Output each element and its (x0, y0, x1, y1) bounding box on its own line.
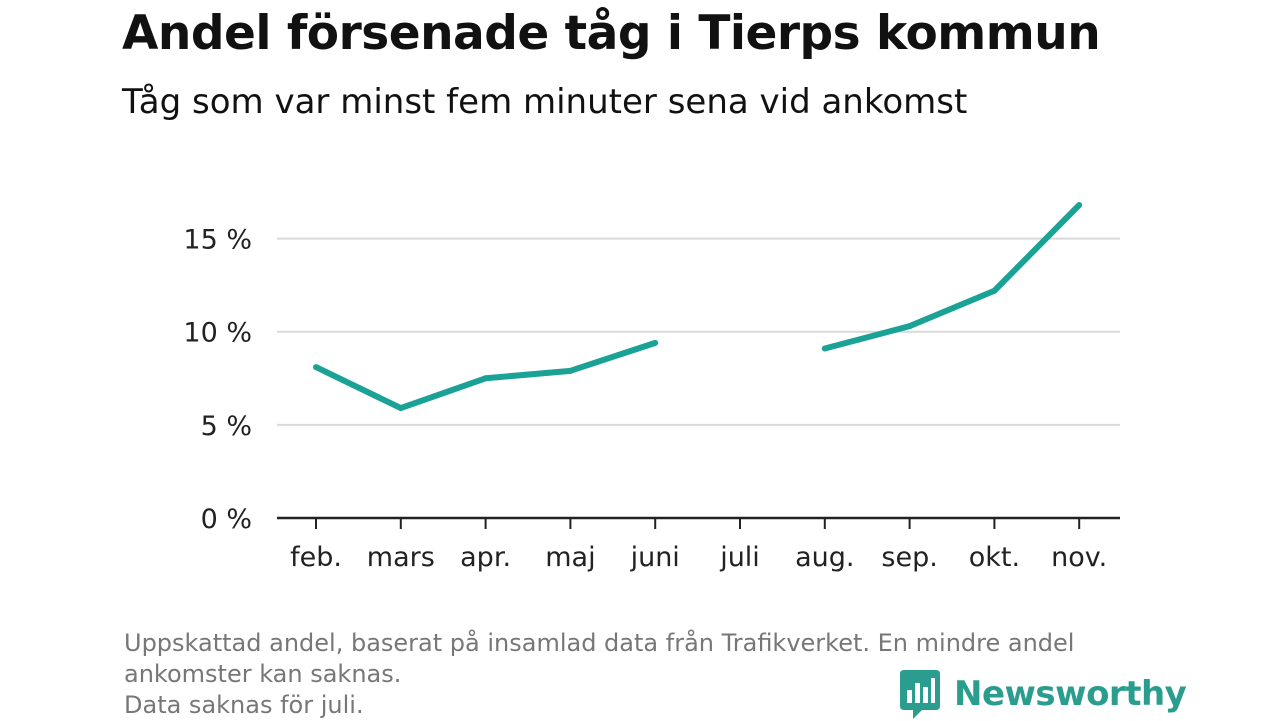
footnote-line-1: Uppskattad andel, baserat på insamlad da… (124, 629, 1075, 657)
y-tick-label: 5 % (201, 411, 252, 442)
y-tick-label: 10 % (183, 318, 252, 349)
data-point (313, 364, 319, 371)
data-point (397, 405, 404, 412)
x-tick-label: maj (545, 542, 595, 573)
brand-logo: Newsworthy (900, 668, 1187, 720)
x-tick-label: okt. (969, 542, 1020, 573)
series-line-segment (824, 202, 1082, 352)
x-tick-label: juli (719, 542, 760, 573)
footnote-line-2: ankomster kan saknas. (124, 660, 402, 688)
data-point (567, 367, 574, 374)
chart-subtitle: Tåg som var minst fem minuter sena vid a… (122, 82, 968, 122)
chart-title: Andel försenade tåg i Tierps kommun (122, 6, 1101, 61)
newsworthy-logo-icon (900, 670, 940, 719)
footnote-line-3: Data saknas för juli. (124, 691, 364, 719)
data-point (652, 339, 659, 346)
x-tick-label: juni (630, 542, 680, 573)
y-tick-label: 0 % (201, 504, 252, 535)
series-lines (313, 202, 1083, 412)
x-tick-label: feb. (290, 542, 342, 573)
data-point (821, 345, 828, 352)
x-tick-label: apr. (460, 542, 511, 573)
data-point (906, 323, 913, 330)
x-axis (277, 516, 1120, 529)
data-point (991, 287, 998, 294)
x-tick-label: sep. (881, 542, 937, 573)
x-tick-label: nov. (1051, 542, 1107, 573)
line-chart: 0 % 5 % 10 % 15 % feb. mars apr. maj juni juli au… (183, 202, 1120, 573)
y-tick-label: 15 % (183, 225, 252, 256)
y-axis-labels: 0 % 5 % 10 % 15 % (183, 225, 252, 535)
x-tick-label: aug. (795, 542, 854, 573)
x-tick-label: mars (367, 542, 435, 573)
brand-name: Newsworthy (954, 674, 1187, 714)
data-point (1076, 202, 1083, 209)
grid-lines (277, 237, 1120, 426)
footnote: Uppskattad andel, baserat på insamlad da… (124, 628, 1174, 721)
data-point (482, 375, 489, 382)
x-axis-labels: feb. mars apr. maj juni juli aug. sep. okt. nov. (290, 542, 1107, 573)
